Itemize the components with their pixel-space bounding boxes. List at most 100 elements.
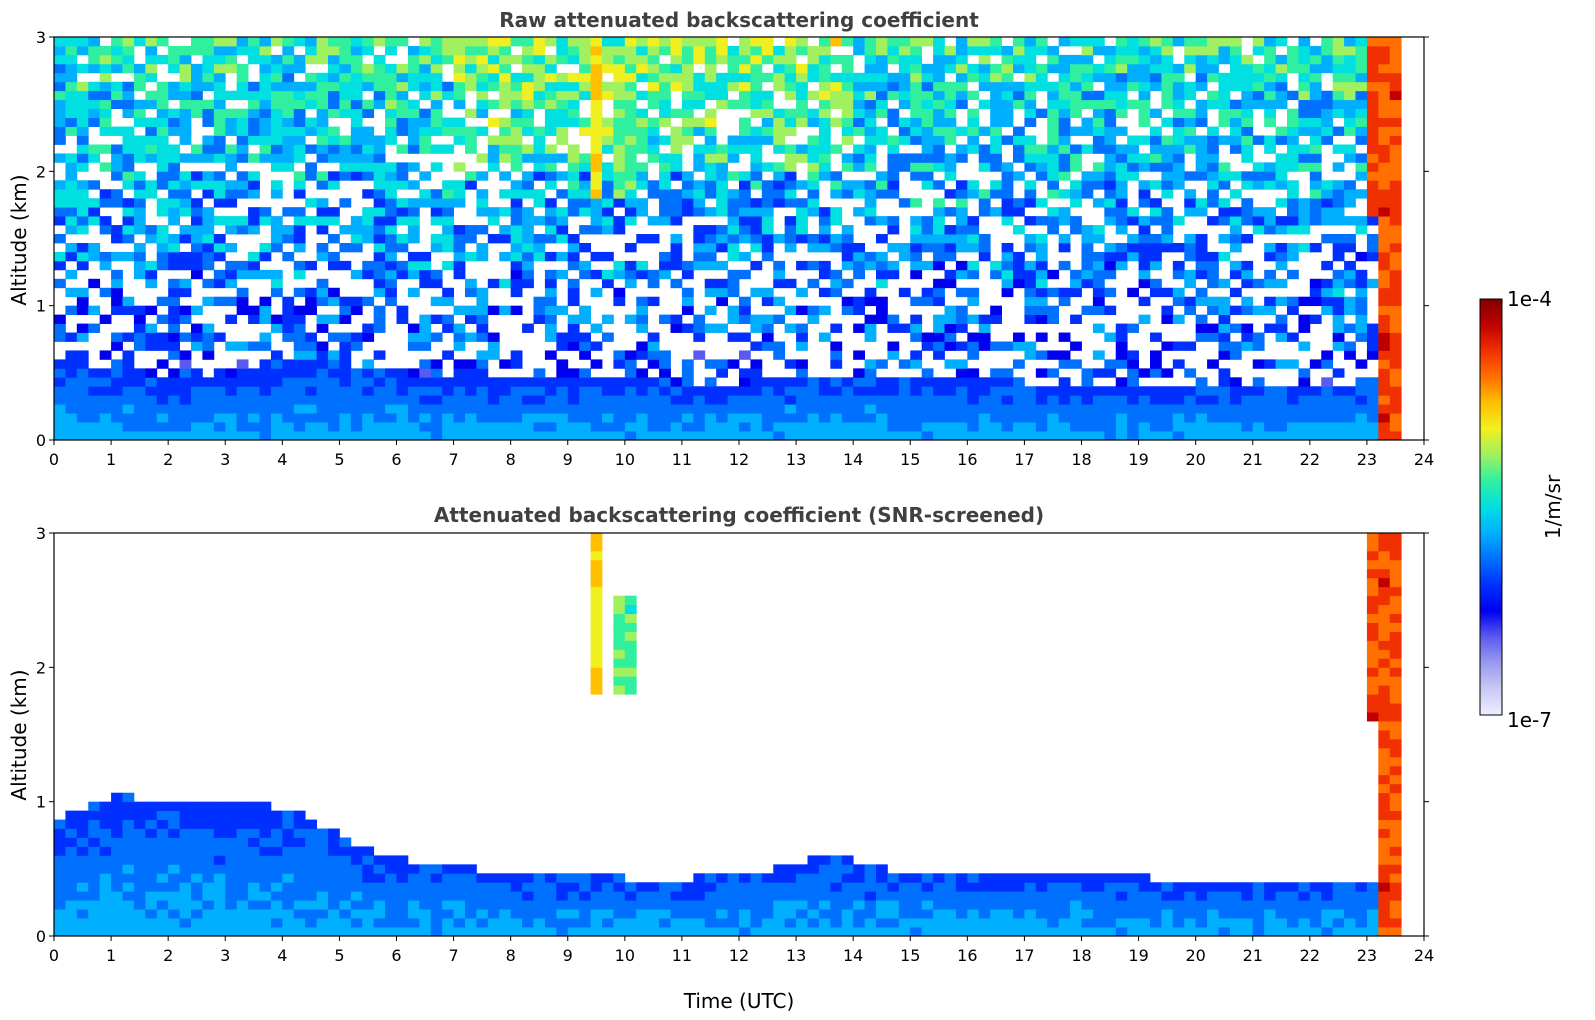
heatmap-cell bbox=[407, 332, 420, 342]
heatmap-cell bbox=[864, 368, 877, 378]
heatmap-cell bbox=[293, 422, 306, 432]
heatmap-cell bbox=[65, 242, 78, 253]
heatmap-cell bbox=[1287, 305, 1299, 316]
heatmap-cell bbox=[544, 314, 557, 324]
heatmap-cell bbox=[1264, 323, 1276, 333]
heatmap-cell bbox=[442, 234, 454, 244]
heatmap-cell bbox=[1013, 413, 1025, 423]
heatmap-cell bbox=[282, 900, 295, 910]
heatmap-cell bbox=[407, 198, 420, 208]
heatmap-cell bbox=[955, 287, 968, 298]
heatmap-cell bbox=[191, 45, 203, 56]
heatmap-cell bbox=[1309, 45, 1322, 56]
heatmap-cell bbox=[236, 873, 249, 883]
heatmap-cell bbox=[122, 225, 135, 235]
heatmap-cell bbox=[681, 377, 694, 387]
heatmap-cell bbox=[179, 63, 192, 74]
heatmap-cell bbox=[179, 72, 192, 83]
heatmap-cell bbox=[487, 63, 500, 74]
heatmap-cell bbox=[716, 198, 728, 208]
heatmap-cell bbox=[499, 377, 512, 387]
heatmap-cell bbox=[1321, 234, 1334, 244]
heatmap-cell bbox=[145, 855, 158, 865]
heatmap-cell bbox=[544, 72, 557, 83]
heatmap-cell bbox=[1298, 242, 1311, 253]
heatmap-cell bbox=[487, 918, 500, 928]
heatmap-cell bbox=[1344, 99, 1356, 110]
heatmap-cell bbox=[65, 927, 78, 937]
heatmap-cell bbox=[510, 359, 523, 369]
heatmap-cell bbox=[465, 108, 477, 118]
heatmap-cell bbox=[191, 251, 203, 262]
heatmap-cell bbox=[407, 368, 420, 378]
heatmap-cell bbox=[1229, 225, 1242, 235]
heatmap-cell bbox=[1241, 341, 1254, 351]
heatmap-cell bbox=[796, 431, 808, 441]
heatmap-cell bbox=[830, 144, 843, 154]
heatmap-cell bbox=[1127, 359, 1139, 369]
heatmap-cell bbox=[1104, 99, 1117, 110]
heatmap-cell bbox=[1138, 314, 1151, 324]
heatmap-cell bbox=[430, 386, 443, 396]
heatmap-cell bbox=[522, 171, 534, 181]
heatmap-cell bbox=[1138, 368, 1151, 378]
heatmap-cell bbox=[1195, 287, 1208, 298]
heatmap-cell bbox=[54, 189, 66, 199]
heatmap-cell bbox=[727, 287, 740, 298]
heatmap-cell bbox=[773, 422, 786, 432]
heatmap-cell bbox=[624, 649, 637, 659]
heatmap-cell bbox=[1344, 189, 1356, 199]
heatmap-cell bbox=[1366, 422, 1379, 432]
heatmap-cell bbox=[270, 422, 283, 432]
heatmap-cell bbox=[88, 864, 101, 874]
heatmap-cell bbox=[1321, 431, 1334, 441]
heatmap-cell bbox=[76, 377, 89, 387]
heatmap-cell bbox=[305, 395, 317, 405]
heatmap-cell bbox=[339, 395, 352, 405]
heatmap-cell bbox=[385, 225, 397, 235]
heatmap-cell bbox=[1081, 180, 1094, 190]
heatmap-cell bbox=[407, 377, 420, 387]
heatmap-cell bbox=[602, 413, 614, 423]
heatmap-cell bbox=[944, 404, 957, 414]
heatmap-cell bbox=[544, 287, 557, 298]
heatmap-cell bbox=[796, 422, 808, 432]
heatmap-cell bbox=[65, 819, 78, 829]
heatmap-cell bbox=[328, 873, 340, 883]
heatmap-cell bbox=[739, 269, 751, 280]
heatmap-cell bbox=[624, 395, 637, 405]
heatmap-cell bbox=[225, 90, 238, 101]
heatmap-cell bbox=[179, 386, 192, 396]
heatmap-cell bbox=[191, 37, 203, 47]
heatmap-cell bbox=[213, 828, 226, 838]
heatmap-cell bbox=[328, 855, 340, 865]
heatmap-cell bbox=[133, 108, 146, 118]
heatmap-cell bbox=[1229, 63, 1242, 74]
heatmap-cell bbox=[818, 386, 831, 396]
heatmap-cell bbox=[590, 422, 603, 432]
heatmap-cell bbox=[270, 81, 283, 92]
heatmap-cell bbox=[396, 99, 409, 110]
heatmap-cell bbox=[739, 395, 751, 405]
heatmap-cell bbox=[350, 117, 363, 127]
heatmap-cell bbox=[693, 126, 706, 136]
heatmap-cell bbox=[704, 323, 717, 333]
heatmap-cell bbox=[385, 278, 397, 289]
heatmap-cell bbox=[1298, 45, 1311, 56]
heatmap-cell bbox=[773, 413, 786, 423]
heatmap-cell bbox=[1013, 422, 1025, 432]
heatmap-cell bbox=[145, 278, 158, 289]
heatmap-cell bbox=[350, 413, 363, 423]
heatmap-cell bbox=[1344, 234, 1356, 244]
heatmap-cell bbox=[1150, 909, 1162, 919]
heatmap-cell bbox=[350, 296, 363, 307]
heatmap-cell bbox=[818, 377, 831, 387]
heatmap-cell bbox=[1184, 144, 1197, 154]
heatmap-cell bbox=[1150, 359, 1162, 369]
heatmap-cell bbox=[1207, 404, 1219, 414]
heatmap-cell bbox=[213, 413, 226, 423]
heatmap-cell bbox=[236, 45, 249, 56]
heatmap-cell bbox=[133, 404, 146, 414]
heatmap-cell bbox=[236, 819, 249, 829]
heatmap-cell bbox=[339, 162, 352, 172]
